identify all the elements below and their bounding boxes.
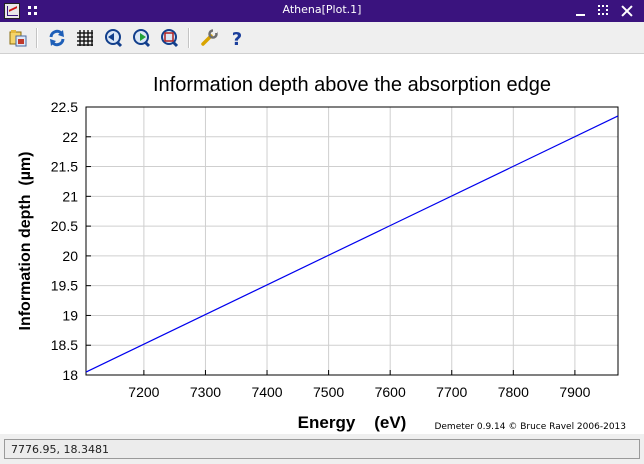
x-tick-label: 7700 (436, 384, 467, 400)
refresh-icon[interactable] (47, 28, 67, 48)
svg-text:?: ? (232, 29, 242, 48)
y-tick-label: 20 (62, 248, 78, 264)
x-axis-label: Energy (eV) (298, 413, 407, 432)
y-tick-label: 19 (62, 307, 78, 323)
toolbar-separator (188, 28, 190, 48)
window-title: Athena[Plot.1] (282, 3, 362, 16)
grid-icon[interactable] (75, 28, 95, 48)
app-icon[interactable] (4, 3, 20, 19)
minimize-button[interactable] (574, 4, 588, 18)
status-bar: 7776.95, 18.3481 (0, 434, 644, 464)
x-tick-label: 7600 (375, 384, 406, 400)
pan-forward-icon[interactable] (131, 28, 151, 48)
x-tick-label: 7200 (128, 384, 159, 400)
toolbar: ? (0, 22, 644, 54)
plot-area[interactable]: Information depth above the absorption e… (0, 54, 644, 434)
toolbar-separator (36, 28, 38, 48)
x-tick-label: 7500 (313, 384, 344, 400)
y-tick-label: 20.5 (51, 218, 78, 234)
grid-lines (86, 107, 618, 375)
x-tick-label: 7900 (559, 384, 590, 400)
help-icon[interactable]: ? (227, 28, 247, 48)
series-line (85, 115, 619, 373)
plot-canvas[interactable]: Information depth above the absorption e… (0, 54, 644, 434)
zoom-icon[interactable] (159, 28, 179, 48)
window-titlebar: Athena[Plot.1] (0, 0, 644, 22)
wrench-icon[interactable] (199, 28, 219, 48)
maximize-button[interactable] (597, 4, 611, 18)
y-tick-label: 19.5 (51, 278, 78, 294)
x-tick-label: 7800 (498, 384, 529, 400)
x-tick-label: 7300 (190, 384, 221, 400)
y-tick-label: 21.5 (51, 159, 78, 175)
credit-text: Demeter 0.9.14 © Bruce Ravel 2006-2013 (434, 422, 626, 432)
status-coordinates: 7776.95, 18.3481 (4, 439, 640, 459)
x-tick-label: 7400 (251, 384, 282, 400)
pan-back-icon[interactable] (103, 28, 123, 48)
y-tick-label: 22 (62, 129, 78, 145)
y-tick-label: 21 (62, 188, 78, 204)
y-tick-label: 22.5 (51, 99, 78, 115)
window-menu-icon[interactable] (28, 6, 38, 16)
plot-frame (85, 106, 619, 376)
chart-title: Information depth above the absorption e… (153, 74, 551, 96)
y-tick-label: 18.5 (51, 337, 78, 353)
axis-ticks: 7200 7300 7400 7500 7600 7700 7800 7900 18 18.5 19… (51, 99, 591, 400)
y-axis-label: Information depth (µm) (17, 152, 34, 331)
save-image-icon[interactable] (8, 28, 28, 48)
data-series (85, 115, 619, 373)
close-button[interactable] (620, 4, 634, 18)
y-tick-label: 18 (62, 367, 78, 383)
